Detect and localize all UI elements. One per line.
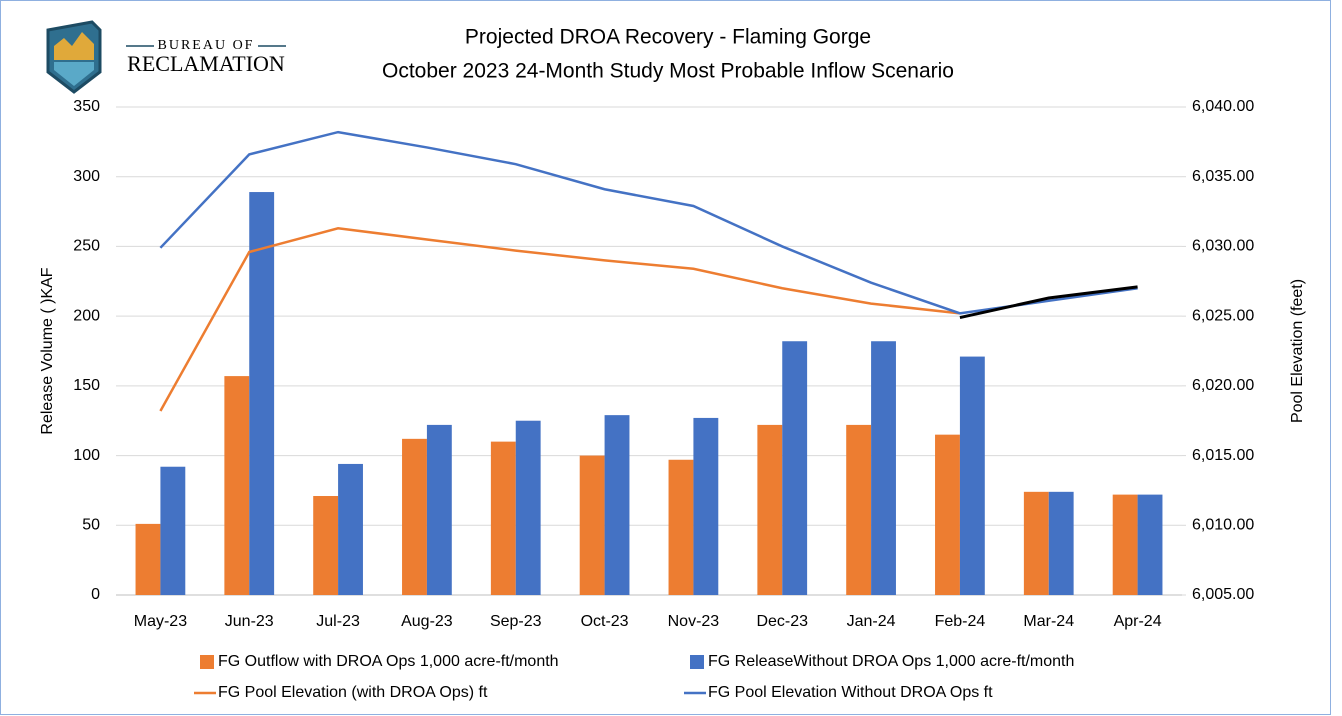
bar	[757, 424, 783, 595]
legend-label: FG Outflow with DROA Ops 1,000 acre-ft/m…	[218, 653, 559, 670]
bar	[338, 463, 363, 595]
bar	[313, 496, 339, 595]
bar	[871, 341, 896, 595]
y-tick-label: 200	[73, 307, 100, 324]
bar	[935, 434, 960, 595]
line	[159, 227, 961, 412]
x-tick-label: Apr-24	[1114, 613, 1162, 630]
bar	[693, 417, 719, 595]
y-tick-label: 0	[91, 586, 100, 603]
legend-label: FG Pool Elevation Without DROA Ops ft	[708, 684, 993, 701]
x-tick-label: Aug-23	[401, 613, 453, 630]
logo: BUREAU OF RECLAMATION	[46, 20, 286, 94]
line	[159, 130, 1138, 315]
bar	[782, 341, 808, 595]
line	[959, 285, 1138, 320]
bar	[160, 466, 186, 595]
y-tick-label: 50	[82, 517, 100, 534]
legend-swatch	[200, 655, 214, 669]
y2-tick-label: 6,025.00	[1192, 307, 1254, 324]
y-tick-label: 100	[73, 447, 100, 464]
bar	[426, 424, 452, 595]
y2-tick-label: 6,035.00	[1192, 168, 1254, 185]
logo-line2: RECLAMATION	[127, 51, 285, 76]
logo-line1: BUREAU OF	[158, 38, 255, 53]
x-tick-label: Sep-23	[490, 613, 542, 630]
x-tick-label: Nov-23	[668, 613, 720, 630]
x-tick-label: Dec-23	[756, 613, 808, 630]
y2-tick-label: 6,040.00	[1192, 98, 1254, 115]
bar	[668, 459, 694, 595]
bar	[959, 356, 985, 595]
y-tick-label: 350	[73, 98, 100, 115]
bar	[604, 415, 630, 595]
bar	[1048, 491, 1074, 595]
bar	[135, 523, 161, 595]
bar	[846, 424, 872, 595]
bar	[402, 438, 427, 595]
y-tick-label: 300	[73, 168, 100, 185]
legend-label: FG Pool Elevation (with DROA Ops) ft	[218, 684, 488, 701]
y-tick-label: 250	[73, 238, 100, 255]
bar	[224, 376, 250, 595]
chart-title: Projected DROA Recovery - Flaming Gorge	[465, 26, 871, 49]
legend-label: FG ReleaseWithout DROA Ops 1,000 acre-ft…	[708, 653, 1074, 670]
bar	[1137, 494, 1163, 595]
bar	[249, 192, 275, 595]
bar	[490, 441, 516, 595]
bar	[1023, 491, 1049, 595]
y2-tick-label: 6,020.00	[1192, 377, 1254, 394]
y2-tick-label: 6,015.00	[1192, 447, 1254, 464]
y-axis-label: Release Volume ( )KAF	[39, 267, 56, 434]
y2-tick-label: 6,005.00	[1192, 586, 1254, 603]
x-tick-label: Jun-23	[225, 613, 274, 630]
x-tick-label: Mar-24	[1023, 613, 1074, 630]
x-tick-label: May-23	[134, 613, 187, 630]
legend-swatch	[690, 655, 704, 669]
bar	[1112, 494, 1138, 595]
y-tick-label: 150	[73, 377, 100, 394]
x-tick-label: Jul-23	[316, 613, 360, 630]
x-tick-label: Feb-24	[935, 613, 986, 630]
y2-tick-label: 6,030.00	[1192, 238, 1254, 255]
bar	[515, 420, 541, 595]
x-tick-label: Oct-23	[581, 613, 629, 630]
y2-tick-label: 6,010.00	[1192, 517, 1254, 534]
x-tick-label: Jan-24	[847, 613, 896, 630]
y2-axis-label: Pool Elevation (feet)	[1289, 279, 1306, 423]
bar	[579, 455, 605, 595]
chart-subtitle: October 2023 24-Month Study Most Probabl…	[382, 60, 954, 83]
